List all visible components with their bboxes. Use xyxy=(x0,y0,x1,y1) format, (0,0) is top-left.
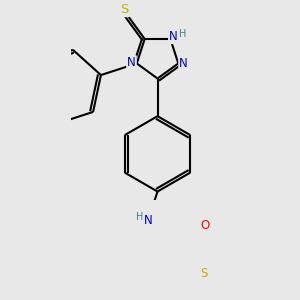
Text: H: H xyxy=(179,29,186,39)
Text: N: N xyxy=(179,57,188,70)
Text: H: H xyxy=(136,212,143,222)
Text: S: S xyxy=(201,267,208,280)
Text: N: N xyxy=(169,30,178,43)
Text: N: N xyxy=(127,56,136,69)
Text: S: S xyxy=(121,3,129,16)
Text: N: N xyxy=(144,214,152,226)
Text: O: O xyxy=(201,219,210,232)
